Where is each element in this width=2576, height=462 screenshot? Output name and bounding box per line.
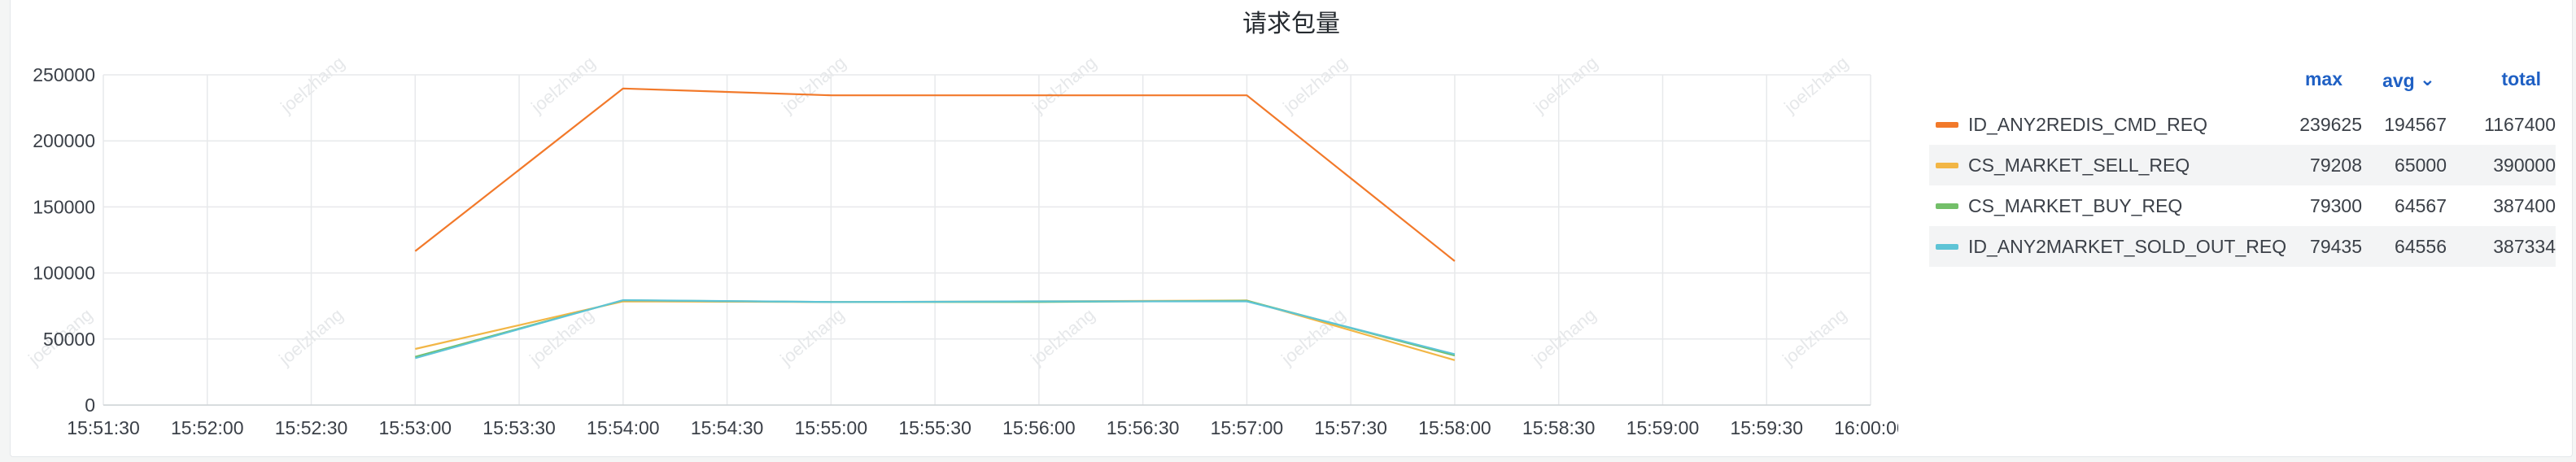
legend-avg-value: 65000 [2395,155,2447,176]
legend-series-name: CS_MARKET_SELL_REQ [1968,155,2190,176]
y-tick-label: 50000 [43,329,95,350]
legend-column-max[interactable]: max [2304,68,2342,89]
series-color-swatch [1936,163,1958,168]
legend-item[interactable]: ID_ANY2MARKET_SOLD_OUT_REQ 79435 64556 3… [1929,226,2556,267]
legend-total-value: 390000 [2493,155,2556,176]
legend-series-name: ID_ANY2MARKET_SOLD_OUT_REQ [1968,236,2287,257]
legend-column-avg[interactable]: avg ⌄ [2382,68,2435,92]
watermark-text: joelzhang [1778,304,1850,369]
y-tick-label: 0 [85,394,95,416]
x-tick-label: 15:53:00 [379,417,452,438]
legend-header: max avg ⌄ total [1929,68,2556,104]
legend-item[interactable]: CS_MARKET_SELL_REQ 79208 65000 390000 [1929,145,2556,185]
x-tick-label: 15:52:00 [171,417,244,438]
legend-avg-value: 64556 [2395,236,2447,257]
legend-max-value: 79208 [2310,155,2362,176]
x-tick-label: 15:55:00 [795,417,868,438]
legend-max-value: 79435 [2310,236,2362,257]
watermark-text: joelzhang [1779,52,1852,117]
watermark-text: joelzhang [1278,52,1351,117]
legend-column-total[interactable]: total [2501,68,2541,89]
legend-total-value: 1167400 [2484,114,2556,135]
y-tick-label: 250000 [33,64,95,85]
series-color-swatch [1936,244,1958,250]
chart-title: 请求包量 [1242,11,1340,37]
x-tick-label: 15:57:00 [1211,417,1284,438]
legend-max-value: 239625 [2299,114,2362,135]
x-tick-label: 15:56:00 [1002,417,1076,438]
x-tick-label: 16:00:00 [1834,417,1898,438]
x-tick-label: 15:59:00 [1626,417,1700,438]
y-tick-label: 100000 [33,263,95,284]
chart-panel: 请求包量 joelzhang joelzhang joelzhang joelzhan… [10,0,2573,457]
watermark-text: joelzhang [276,52,348,117]
watermark-text: joelzhang [1527,304,1600,369]
watermark-text: joelzhang [1277,304,1349,369]
legend-series-name: ID_ANY2REDIS_CMD_REQ [1968,114,2207,135]
watermark-text: joelzhang [777,52,849,117]
series-line[interactable] [414,87,1456,262]
legend-max-value: 79300 [2310,195,2362,216]
watermark-text: joelzhang [525,304,597,369]
x-tick-label: 15:53:30 [482,417,556,438]
legend-total-value: 387334 [2493,236,2556,257]
legend-item[interactable]: CS_MARKET_BUY_REQ 79300 64567 387400 [1929,185,2556,226]
line-chart[interactable]: joelzhang joelzhang joelzhang joelzhang joel… [11,0,1898,457]
x-tick-label: 15:52:30 [275,417,348,438]
watermark-text: joelzhang [775,304,848,369]
x-tick-label: 15:55:30 [898,417,971,438]
series-color-swatch [1936,122,1958,128]
legend: max avg ⌄ total ID_ANY2REDIS_CMD_REQ 2396… [1929,68,2556,267]
x-tick-label: 15:58:30 [1522,417,1596,438]
chevron-down-icon: ⌄ [2419,68,2435,89]
series-line[interactable] [415,299,1456,360]
watermark-text: joelzhang [526,52,599,117]
legend-column-avg-label: avg [2382,70,2415,91]
watermark-text: joelzhang [1026,304,1098,369]
x-tick-label: 15:59:30 [1730,417,1803,438]
watermark-text: joelzhang [1529,52,1601,117]
legend-avg-value: 194567 [2384,114,2447,135]
legend-series-name: CS_MARKET_BUY_REQ [1968,195,2183,216]
x-tick-label: 15:56:30 [1107,417,1180,438]
y-tick-label: 150000 [33,196,95,217]
x-tick-label: 15:51:30 [67,417,140,438]
y-tick-label: 200000 [33,130,95,151]
x-tick-label: 15:57:30 [1314,417,1387,438]
x-tick-label: 15:58:00 [1418,417,1491,438]
x-tick-label: 15:54:30 [691,417,764,438]
legend-total-value: 387400 [2493,195,2556,216]
legend-item[interactable]: ID_ANY2REDIS_CMD_REQ 239625 194567 11674… [1929,104,2556,145]
series-color-swatch [1936,203,1958,209]
x-tick-label: 15:54:00 [587,417,660,438]
legend-avg-value: 64567 [2395,195,2447,216]
